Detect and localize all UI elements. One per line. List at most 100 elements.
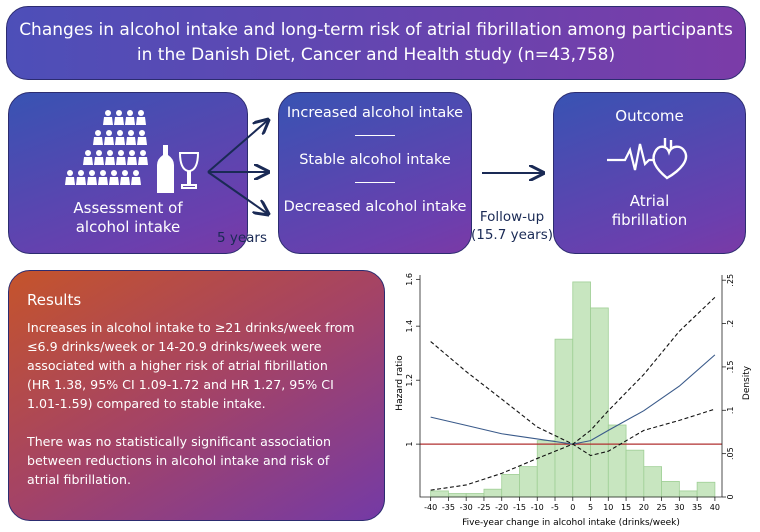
x-tick-label: -5 [551, 503, 559, 512]
x-tick-label: 20 [639, 503, 649, 512]
y-tick-label: 1 [405, 442, 414, 447]
follow-up-label: Follow-up (15.7 years) [470, 208, 554, 244]
y2-tick-label: .1 [726, 406, 735, 414]
y-tick-label: 1.6 [405, 273, 414, 286]
paragraph: Increases in alcohol intake to ≥21 drink… [27, 318, 372, 413]
separator [355, 135, 395, 136]
person-body [125, 117, 135, 125]
person-head [117, 130, 123, 136]
person-head [111, 170, 117, 176]
text-line: associated with a higher risk of atrial … [27, 358, 328, 373]
x-tick-label: -30 [460, 503, 473, 512]
results-text: Increases in alcohol intake to ≥21 drink… [27, 318, 372, 489]
person-body [127, 157, 137, 165]
results-box: Results Increases in alcohol intake to ≥… [8, 270, 385, 521]
person-head [67, 170, 73, 176]
person-body [76, 177, 86, 185]
histogram-bar [625, 449, 645, 498]
title-box: Changes in alcohol intake and long-term … [6, 6, 746, 80]
person-body [137, 137, 147, 145]
heart [651, 145, 687, 180]
histogram-bar [536, 440, 556, 498]
person-body [103, 117, 113, 125]
heart-ecg-icon [606, 138, 687, 180]
histogram-bar [554, 338, 574, 498]
assessment-label: alcohol intake [75, 218, 181, 236]
person-head [129, 150, 135, 156]
person-head [139, 130, 145, 136]
y-axis-label: Hazard ratio [395, 355, 405, 411]
outcome-label: fibrillation [611, 211, 688, 229]
person-head [128, 130, 134, 136]
x-tick-label: 10 [603, 503, 613, 512]
y-tick-label: 1.2 [405, 374, 414, 387]
x-tick-label: -10 [531, 503, 544, 512]
chart: Hazard ratio Density Five-year change in… [395, 273, 752, 528]
ecg-line [606, 143, 655, 171]
x-tick-label: 25 [657, 503, 667, 512]
person-head [85, 150, 91, 156]
text-line: atrial fibrillation. [27, 472, 131, 487]
x-tick-label: -25 [477, 503, 490, 512]
histogram-bar [448, 493, 467, 498]
person-body [104, 137, 114, 145]
person-head [96, 150, 102, 156]
person-head [95, 130, 101, 136]
person-body [93, 137, 103, 145]
histogram-bar [696, 481, 716, 498]
text-line: between reductions in alcohol intake and… [27, 453, 330, 468]
person-body [131, 177, 141, 185]
person-body [109, 177, 119, 185]
x-tick-label: 30 [674, 503, 684, 512]
person-body [83, 157, 93, 165]
results-title: Results [27, 291, 82, 309]
person-head [116, 110, 122, 116]
x-tick-label: -40 [424, 503, 437, 512]
person-head [118, 150, 124, 156]
y-tick-label: 1.4 [405, 320, 414, 333]
histogram-bar [678, 490, 698, 498]
x-tick-label: 5 [588, 503, 593, 512]
separator [355, 182, 395, 183]
person-body [94, 157, 104, 165]
person-head [106, 130, 112, 136]
text-line: There was no statistically significant a… [27, 434, 331, 449]
person-head [107, 150, 113, 156]
person-body [87, 177, 97, 185]
outcome-box: Outcome Atrial fibrillation [553, 92, 746, 254]
follow-up-line: (15.7 years) [470, 227, 554, 243]
x-tick-label: 40 [710, 503, 720, 512]
person-head [78, 170, 84, 176]
text-line: ≤6.9 drinks/week or 14-20.9 drinks/week … [27, 339, 322, 354]
histogram-bar [590, 307, 609, 498]
text-line: 1.01-1.59) compared to stable intake. [27, 396, 266, 411]
histogram-bar [607, 424, 627, 498]
title-line: Changes in alcohol intake and long-term … [19, 20, 733, 40]
person-head [140, 150, 146, 156]
follow-up-line: Follow-up [479, 209, 545, 225]
exposure-item: Decreased alcohol intake [283, 199, 467, 215]
person-body [126, 137, 136, 145]
y2-tick-label: .15 [726, 361, 735, 374]
person-body [115, 137, 125, 145]
x-tick-label: -15 [513, 503, 526, 512]
outcome-label: Atrial [629, 192, 670, 210]
x-tick-label: 0 [570, 503, 575, 512]
ci-line [430, 408, 716, 491]
person-body [136, 117, 146, 125]
person-body [138, 157, 148, 165]
y2-axis-label: Density [742, 365, 752, 400]
wine-glass [178, 152, 200, 189]
histogram-bar [430, 490, 449, 498]
assessment-label: Assessment of [73, 199, 183, 217]
person-body [105, 157, 115, 165]
exposure-item: Increased alcohol intake [286, 105, 464, 121]
heart-vessels [663, 138, 672, 148]
plot-frame [419, 275, 723, 498]
person-body [98, 177, 108, 185]
histogram-bar [519, 466, 538, 498]
paragraph: There was no statistically significant a… [27, 432, 372, 489]
text-line: (HR 1.38, 95% CI 1.09-1.72 and HR 1.27, … [27, 377, 334, 392]
histogram-bar [661, 480, 680, 498]
